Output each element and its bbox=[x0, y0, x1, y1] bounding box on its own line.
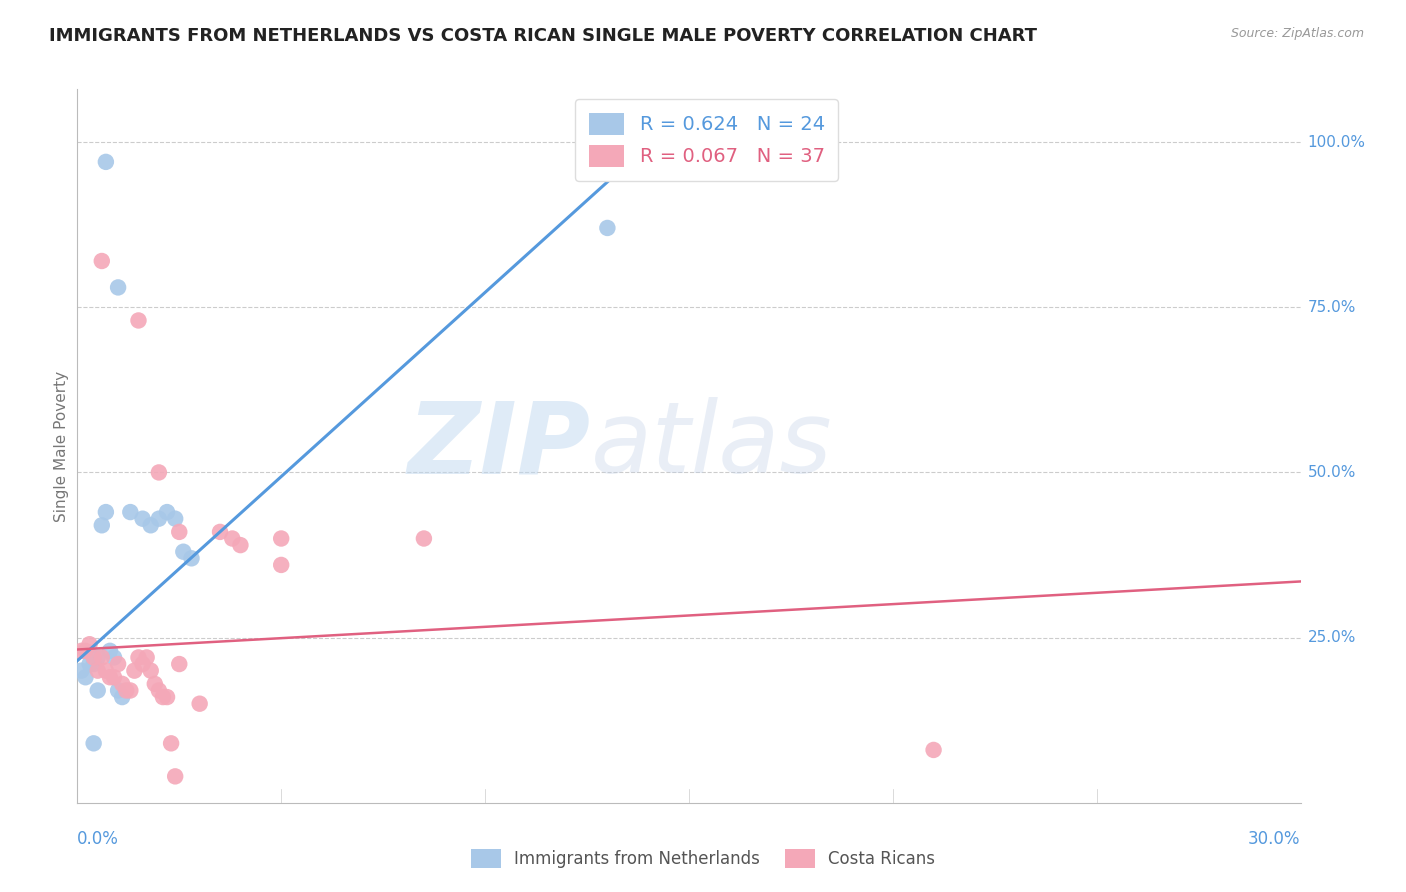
Point bbox=[79, 637, 101, 651]
Point bbox=[107, 683, 129, 698]
Text: atlas: atlas bbox=[591, 398, 832, 494]
Text: 75.0%: 75.0% bbox=[1308, 300, 1355, 315]
Text: 50.0%: 50.0% bbox=[1308, 465, 1355, 480]
Point bbox=[75, 670, 97, 684]
Point bbox=[135, 650, 157, 665]
Text: 30.0%: 30.0% bbox=[1249, 830, 1301, 847]
Point bbox=[79, 657, 101, 671]
Point bbox=[83, 650, 105, 665]
Point bbox=[172, 545, 194, 559]
Point bbox=[922, 743, 945, 757]
Point bbox=[169, 524, 191, 539]
Y-axis label: Single Male Poverty: Single Male Poverty bbox=[53, 370, 69, 522]
Point bbox=[413, 532, 436, 546]
Point bbox=[143, 677, 166, 691]
Point bbox=[107, 280, 129, 294]
Point bbox=[120, 683, 142, 698]
Point bbox=[148, 683, 170, 698]
Point bbox=[70, 664, 93, 678]
Text: Source: ZipAtlas.com: Source: ZipAtlas.com bbox=[1230, 27, 1364, 40]
Point bbox=[148, 511, 170, 525]
Point bbox=[229, 538, 252, 552]
Point bbox=[180, 551, 202, 566]
Point bbox=[156, 690, 179, 704]
Point bbox=[270, 532, 292, 546]
Point bbox=[127, 313, 149, 327]
Point bbox=[165, 769, 187, 783]
Point bbox=[165, 511, 187, 525]
Point bbox=[169, 657, 191, 671]
Text: ZIP: ZIP bbox=[408, 398, 591, 494]
Point bbox=[90, 650, 112, 665]
Text: IMMIGRANTS FROM NETHERLANDS VS COSTA RICAN SINGLE MALE POVERTY CORRELATION CHART: IMMIGRANTS FROM NETHERLANDS VS COSTA RIC… bbox=[49, 27, 1038, 45]
Point bbox=[94, 664, 117, 678]
Legend: R = 0.624   N = 24, R = 0.067   N = 37: R = 0.624 N = 24, R = 0.067 N = 37 bbox=[575, 99, 838, 181]
Point bbox=[270, 558, 292, 572]
Point bbox=[127, 650, 149, 665]
Point bbox=[103, 670, 125, 684]
Point bbox=[70, 644, 93, 658]
Text: 0.0%: 0.0% bbox=[77, 830, 120, 847]
Point bbox=[131, 511, 153, 525]
Point bbox=[87, 650, 110, 665]
Point bbox=[103, 650, 125, 665]
Point bbox=[148, 466, 170, 480]
Point bbox=[83, 736, 105, 750]
Point bbox=[98, 670, 121, 684]
Point bbox=[152, 690, 174, 704]
Point bbox=[221, 532, 243, 546]
Point bbox=[90, 518, 112, 533]
Point bbox=[131, 657, 153, 671]
Point bbox=[188, 697, 211, 711]
Point bbox=[208, 524, 231, 539]
Point bbox=[94, 154, 117, 169]
Text: 25.0%: 25.0% bbox=[1308, 630, 1355, 645]
Point bbox=[160, 736, 183, 750]
Point bbox=[139, 518, 162, 533]
Point bbox=[596, 221, 619, 235]
Point bbox=[139, 664, 162, 678]
Point bbox=[90, 254, 112, 268]
Point bbox=[83, 657, 105, 671]
Text: 100.0%: 100.0% bbox=[1308, 135, 1365, 150]
Point bbox=[107, 657, 129, 671]
Point bbox=[87, 664, 110, 678]
Point bbox=[98, 644, 121, 658]
Point bbox=[111, 677, 134, 691]
Point bbox=[120, 505, 142, 519]
Legend: Immigrants from Netherlands, Costa Ricans: Immigrants from Netherlands, Costa Rican… bbox=[464, 842, 942, 875]
Point bbox=[115, 683, 138, 698]
Point bbox=[87, 683, 110, 698]
Point bbox=[111, 690, 134, 704]
Point bbox=[156, 505, 179, 519]
Point bbox=[94, 505, 117, 519]
Point bbox=[124, 664, 146, 678]
Point bbox=[75, 644, 97, 658]
